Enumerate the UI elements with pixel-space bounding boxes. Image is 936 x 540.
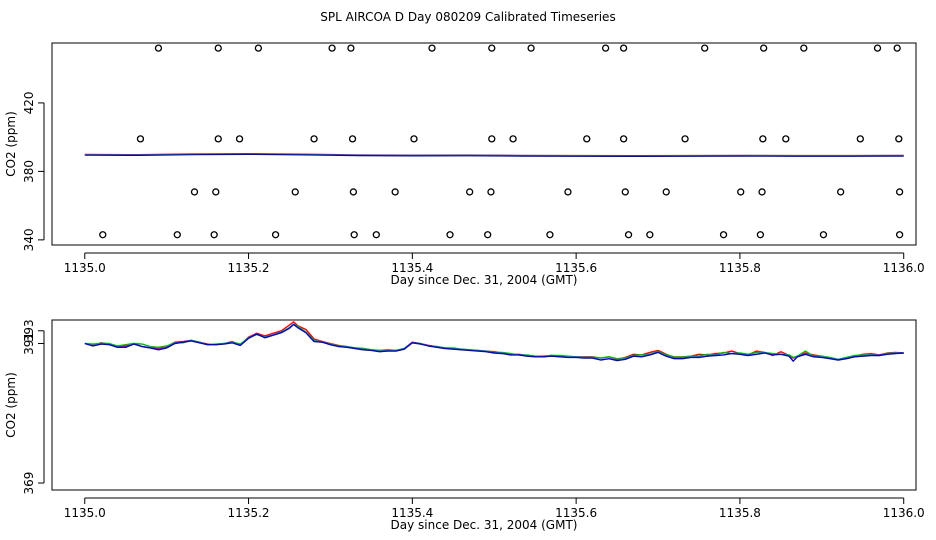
data-point [756, 231, 765, 239]
chart-title: SPL AIRCOA D Day 080209 Calibrated Times… [320, 10, 616, 24]
plot-frame [51, 42, 917, 246]
data-point [466, 188, 474, 196]
data-point [349, 188, 358, 196]
x-tick-label: 1135.6 [555, 506, 597, 520]
y-tick-label: 420 [22, 91, 36, 114]
data-point [410, 135, 418, 143]
data-point [190, 188, 199, 196]
data-point [254, 44, 263, 52]
series-line-3 [84, 153, 904, 157]
data-point [758, 188, 766, 196]
data-point [681, 135, 689, 143]
data-point [173, 231, 181, 239]
x-tick-label: 1135.2 [228, 506, 270, 520]
data-point [895, 231, 904, 239]
x-tick-label: 1135.6 [555, 261, 597, 275]
plot-area [84, 44, 904, 239]
y-axis-label: CO2 (ppm) [4, 372, 18, 438]
data-point [446, 231, 454, 239]
y-axis-label: CO2 (ppm) [4, 111, 18, 177]
data-point [856, 135, 864, 143]
data-point [372, 231, 380, 239]
data-point [800, 44, 808, 52]
data-point [99, 231, 107, 239]
data-point [895, 188, 904, 196]
x-tick-label: 1135.4 [391, 506, 433, 520]
data-point [760, 44, 768, 52]
x-tick-label: 1136.0 [883, 506, 925, 520]
panel-bottom: 1135.0 1135.2 1135.4 1135.6 1135.8 1136.0 Day … [4, 319, 925, 532]
series-line-3 [84, 323, 904, 362]
x-tick-label: 1135.8 [719, 261, 761, 275]
data-point [737, 188, 745, 196]
data-point [487, 188, 495, 196]
data-point [527, 44, 535, 52]
y-tick-label: 393 [22, 319, 36, 342]
x-axis-label: Day since Dec. 31, 2004 (GMT) [391, 518, 578, 532]
data-point [271, 231, 280, 239]
panel-top: 1135.0 1135.2 1135.4 1135.6 1135.8 1136.0 Day … [4, 42, 925, 287]
data-point [509, 135, 517, 143]
data-point [719, 231, 728, 239]
y-tick-label: 380 [22, 160, 36, 183]
data-point [310, 135, 318, 143]
data-point [214, 44, 222, 52]
data-point [583, 135, 591, 143]
data-point [210, 231, 218, 239]
data-point [782, 135, 790, 143]
x-tick-label: 1135.4 [391, 261, 433, 275]
x-tick-label: 1135.0 [64, 261, 106, 275]
data-point [350, 231, 358, 239]
y-tick-label: 340 [22, 228, 36, 251]
y-tick-label: 369 [22, 472, 36, 495]
data-point [837, 188, 845, 196]
data-point [893, 44, 901, 52]
data-point [619, 44, 628, 52]
data-point [291, 188, 299, 196]
y-tick-label: 391 [22, 332, 36, 355]
x-axis-label: Day since Dec. 31, 2004 (GMT) [391, 273, 578, 287]
data-point [646, 231, 654, 239]
x-tick-label: 1135.8 [719, 506, 761, 520]
plot-frame [51, 319, 917, 491]
data-point [701, 44, 709, 52]
data-point [348, 135, 357, 143]
data-point [624, 231, 633, 239]
data-point [895, 135, 903, 143]
data-point [212, 188, 220, 196]
data-point [484, 231, 492, 239]
plot-area [84, 321, 904, 362]
data-point [601, 44, 610, 52]
data-point [391, 188, 399, 196]
data-point [347, 44, 355, 52]
data-point [214, 135, 222, 143]
data-point [546, 231, 554, 239]
x-tick-label: 1136.0 [883, 261, 925, 275]
data-point [428, 44, 436, 52]
x-tick-label: 1135.0 [64, 506, 106, 520]
data-point [759, 135, 767, 143]
data-point [488, 135, 496, 143]
data-point [819, 231, 828, 239]
data-point [328, 44, 336, 52]
data-point [662, 188, 670, 196]
data-point [564, 188, 572, 196]
x-tick-label: 1135.2 [228, 261, 270, 275]
data-point [621, 188, 629, 196]
data-point [873, 44, 882, 52]
data-point [619, 135, 628, 143]
data-point [154, 44, 163, 52]
data-point [488, 44, 496, 52]
data-point [235, 135, 244, 143]
data-point [136, 135, 145, 143]
